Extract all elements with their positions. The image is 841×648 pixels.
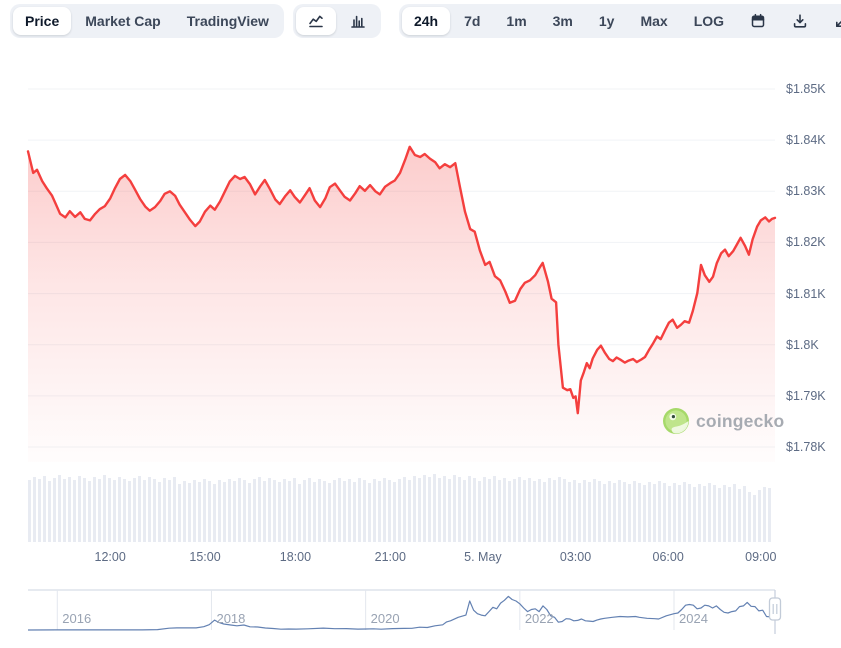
time-axis-tick: 21:00 (374, 550, 406, 564)
nav-year-label: 2016 (62, 611, 92, 626)
price-axis-tick: $1.85K (786, 82, 826, 96)
price-axis-tick: $1.81K (786, 286, 826, 301)
chart-tab-group: Price Market Cap TradingView (10, 4, 284, 38)
line-chart-icon (309, 15, 323, 28)
time-axis-tick: 12:00 (94, 550, 126, 564)
line-chart-button[interactable] (295, 7, 336, 35)
fullscreen-button[interactable] (822, 7, 841, 35)
coingecko-logo-icon (663, 408, 689, 434)
volume-bars (28, 474, 771, 542)
timeline-navigator[interactable] (27, 589, 782, 634)
price-axis-tick: $1.8K (786, 337, 819, 352)
time-axis-tick: 18:00 (279, 550, 312, 564)
log-scale-toggle[interactable]: LOG (682, 7, 736, 35)
price-line (26, 145, 777, 415)
tab-tradingview[interactable]: TradingView (175, 7, 281, 35)
candlestick-chart-icon (351, 15, 365, 28)
range-1m[interactable]: 1m (494, 7, 538, 35)
time-axis-tick: 06:00 (652, 550, 684, 564)
coingecko-watermark-text: coingecko (696, 410, 785, 431)
range-7d[interactable]: 7d (452, 7, 492, 35)
nav-year-label: 2018 (216, 611, 246, 626)
range-3m[interactable]: 3m (541, 7, 585, 35)
chart-toolbar: Price Market Cap TradingView 24h 7d 1m 3… (10, 4, 841, 38)
fullscreen-icon (836, 20, 841, 27)
price-axis-tick: $1.79K (786, 388, 826, 403)
price-axis-tick: $1.78K (786, 440, 826, 454)
tab-price[interactable]: Price (13, 7, 72, 35)
price-axis-tick: $1.84K (786, 133, 826, 148)
date-range-button[interactable] (738, 7, 778, 35)
range-1y[interactable]: 1y (587, 7, 627, 35)
nav-year-label: 2020 (370, 611, 400, 626)
range-max[interactable]: Max (628, 7, 679, 35)
price-axis-tick: $1.82K (786, 235, 826, 250)
tab-market-cap[interactable]: Market Cap (73, 7, 172, 35)
download-chart-button[interactable] (780, 7, 820, 35)
price-area-fill (28, 146, 775, 463)
coingecko-watermark: coingecko (663, 408, 784, 434)
time-axis-tick: 15:00 (189, 550, 221, 564)
download-icon (793, 14, 807, 28)
chart-type-group (292, 4, 381, 38)
time-axis-tick: 5. May (464, 550, 502, 564)
range-24h[interactable]: 24h (401, 7, 451, 35)
range-group: 24h 7d 1m 3m 1y Max LOG (398, 4, 841, 38)
calendar-icon (751, 13, 765, 28)
time-axis-tick: 09:00 (745, 550, 777, 564)
nav-year-label: 2024 (679, 611, 708, 626)
navigator-handle[interactable] (768, 597, 782, 621)
time-axis-tick: 03:00 (559, 550, 592, 564)
candlestick-chart-button[interactable] (338, 7, 378, 35)
nav-year-label: 2022 (524, 611, 554, 626)
price-axis-tick: $1.83K (786, 184, 826, 199)
